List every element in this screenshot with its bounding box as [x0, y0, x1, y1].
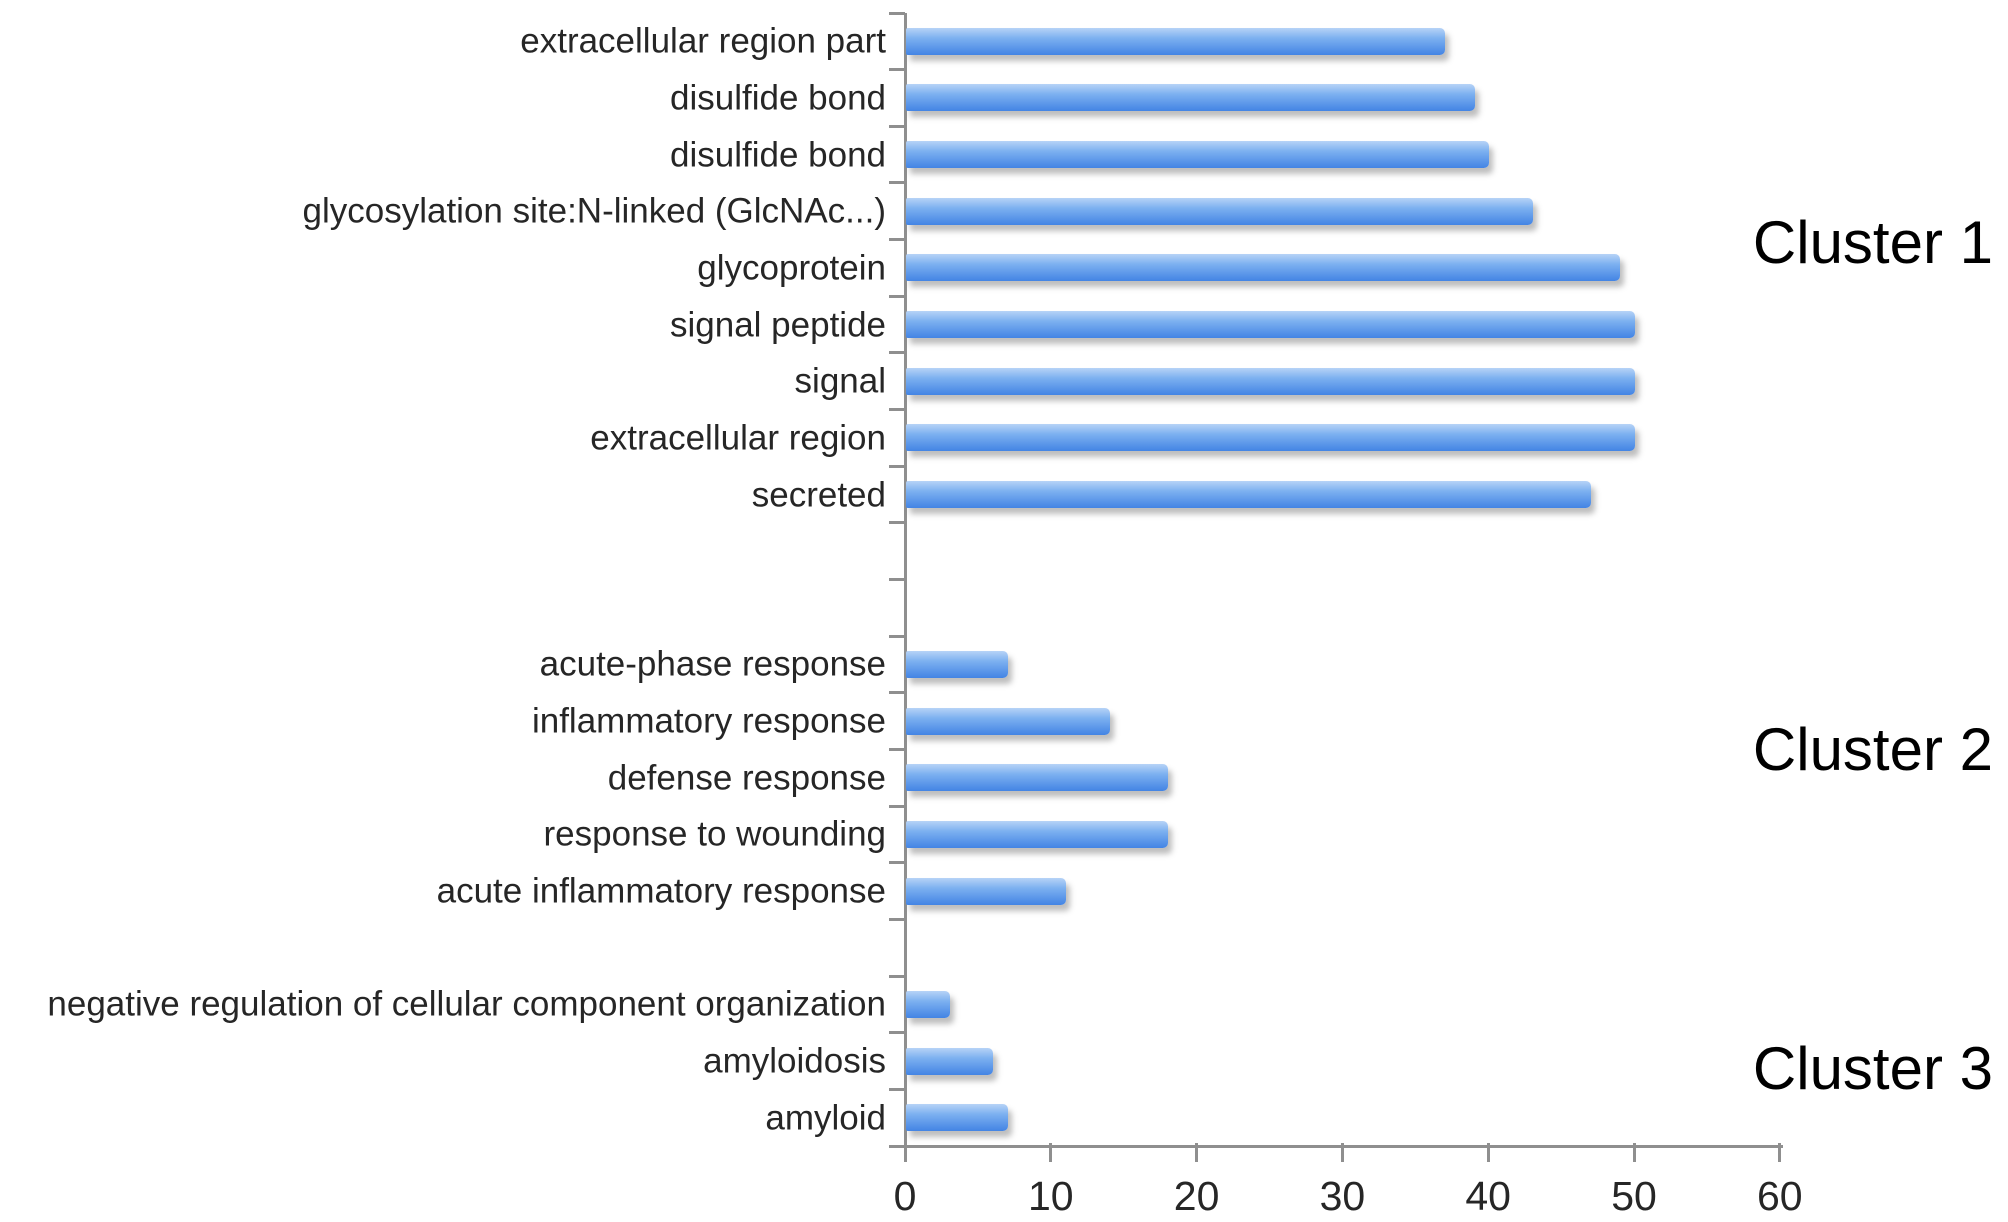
y-axis-tick — [889, 351, 905, 355]
bar — [906, 707, 1111, 735]
y-axis-tick — [889, 974, 905, 978]
category-label: acute-phase response — [539, 644, 886, 684]
category-label: acute inflammatory response — [436, 871, 886, 911]
x-axis-tick — [1195, 1143, 1199, 1162]
category-label: secreted — [751, 475, 886, 515]
category-label: disulfide bond — [670, 135, 886, 175]
y-axis-tick — [889, 691, 905, 695]
y-axis-tick — [889, 68, 905, 72]
y-axis-tick — [889, 1087, 905, 1091]
x-axis-tick-label: 10 — [1027, 1173, 1074, 1219]
category-label: glycoprotein — [697, 248, 886, 288]
x-axis-tick — [1778, 1143, 1782, 1162]
cluster-annotation: Cluster 3 — [1752, 1035, 1993, 1102]
category-label: signal — [794, 361, 886, 401]
bar — [906, 1104, 1009, 1132]
x-axis-tick — [1632, 1143, 1636, 1162]
category-label: defense response — [607, 758, 886, 798]
y-axis-tick — [889, 408, 905, 412]
bar — [906, 197, 1533, 225]
x-axis-tick — [903, 1143, 907, 1162]
y-axis-tick — [889, 917, 905, 921]
y-axis-tick — [889, 181, 905, 185]
y-axis-tick — [889, 464, 905, 468]
bar — [906, 481, 1592, 509]
x-axis-tick-label: 60 — [1756, 1173, 1803, 1219]
bar — [906, 424, 1635, 452]
cluster-annotation: Cluster 1 — [1752, 209, 1993, 276]
category-label: extracellular region part — [520, 21, 886, 61]
category-label: response to wounding — [543, 814, 886, 854]
x-axis-tick-label: 0 — [893, 1173, 917, 1219]
bar — [906, 84, 1475, 112]
category-label: disulfide bond — [670, 78, 886, 118]
bar — [906, 820, 1169, 848]
category-label: signal peptide — [670, 305, 886, 345]
y-axis-tick — [889, 804, 905, 808]
bar — [906, 254, 1621, 282]
bar — [906, 764, 1169, 792]
x-axis-tick-label: 40 — [1465, 1173, 1511, 1219]
category-label: extracellular region — [590, 418, 886, 458]
bar — [906, 311, 1635, 339]
y-axis-tick — [889, 1031, 905, 1035]
bar — [906, 367, 1635, 395]
y-axis-tick — [889, 578, 905, 581]
y-axis-tick — [889, 11, 905, 15]
y-axis-tick — [889, 124, 905, 128]
y-axis-tick — [889, 747, 905, 751]
x-axis-tick — [1340, 1143, 1344, 1162]
category-label: negative regulation of cellular componen… — [47, 984, 886, 1024]
bar — [906, 650, 1009, 678]
bar — [906, 990, 950, 1018]
bar — [906, 1047, 994, 1075]
x-axis-tick-label: 20 — [1173, 1173, 1220, 1219]
y-axis-tick — [889, 861, 905, 865]
x-axis-tick-label: 30 — [1319, 1173, 1366, 1219]
y-axis-tick — [889, 634, 905, 638]
y-axis-tick — [889, 238, 905, 242]
category-label: amyloid — [765, 1098, 886, 1138]
y-axis-tick — [889, 1144, 905, 1148]
cluster-annotation: Cluster 2 — [1752, 716, 1993, 783]
category-label: glycosylation site:N-linked (GlcNAc...) — [302, 191, 887, 231]
bar — [906, 141, 1490, 169]
bar — [906, 877, 1067, 905]
y-axis-tick — [889, 294, 905, 298]
bar — [906, 27, 1446, 55]
x-axis-tick — [1049, 1143, 1053, 1162]
y-axis-tick — [889, 521, 905, 525]
category-label: inflammatory response — [531, 701, 886, 741]
x-axis-tick-label: 50 — [1611, 1173, 1657, 1219]
category-label: amyloidosis — [703, 1041, 886, 1081]
y-axis-line — [904, 13, 907, 1148]
x-axis-tick — [1486, 1143, 1490, 1162]
